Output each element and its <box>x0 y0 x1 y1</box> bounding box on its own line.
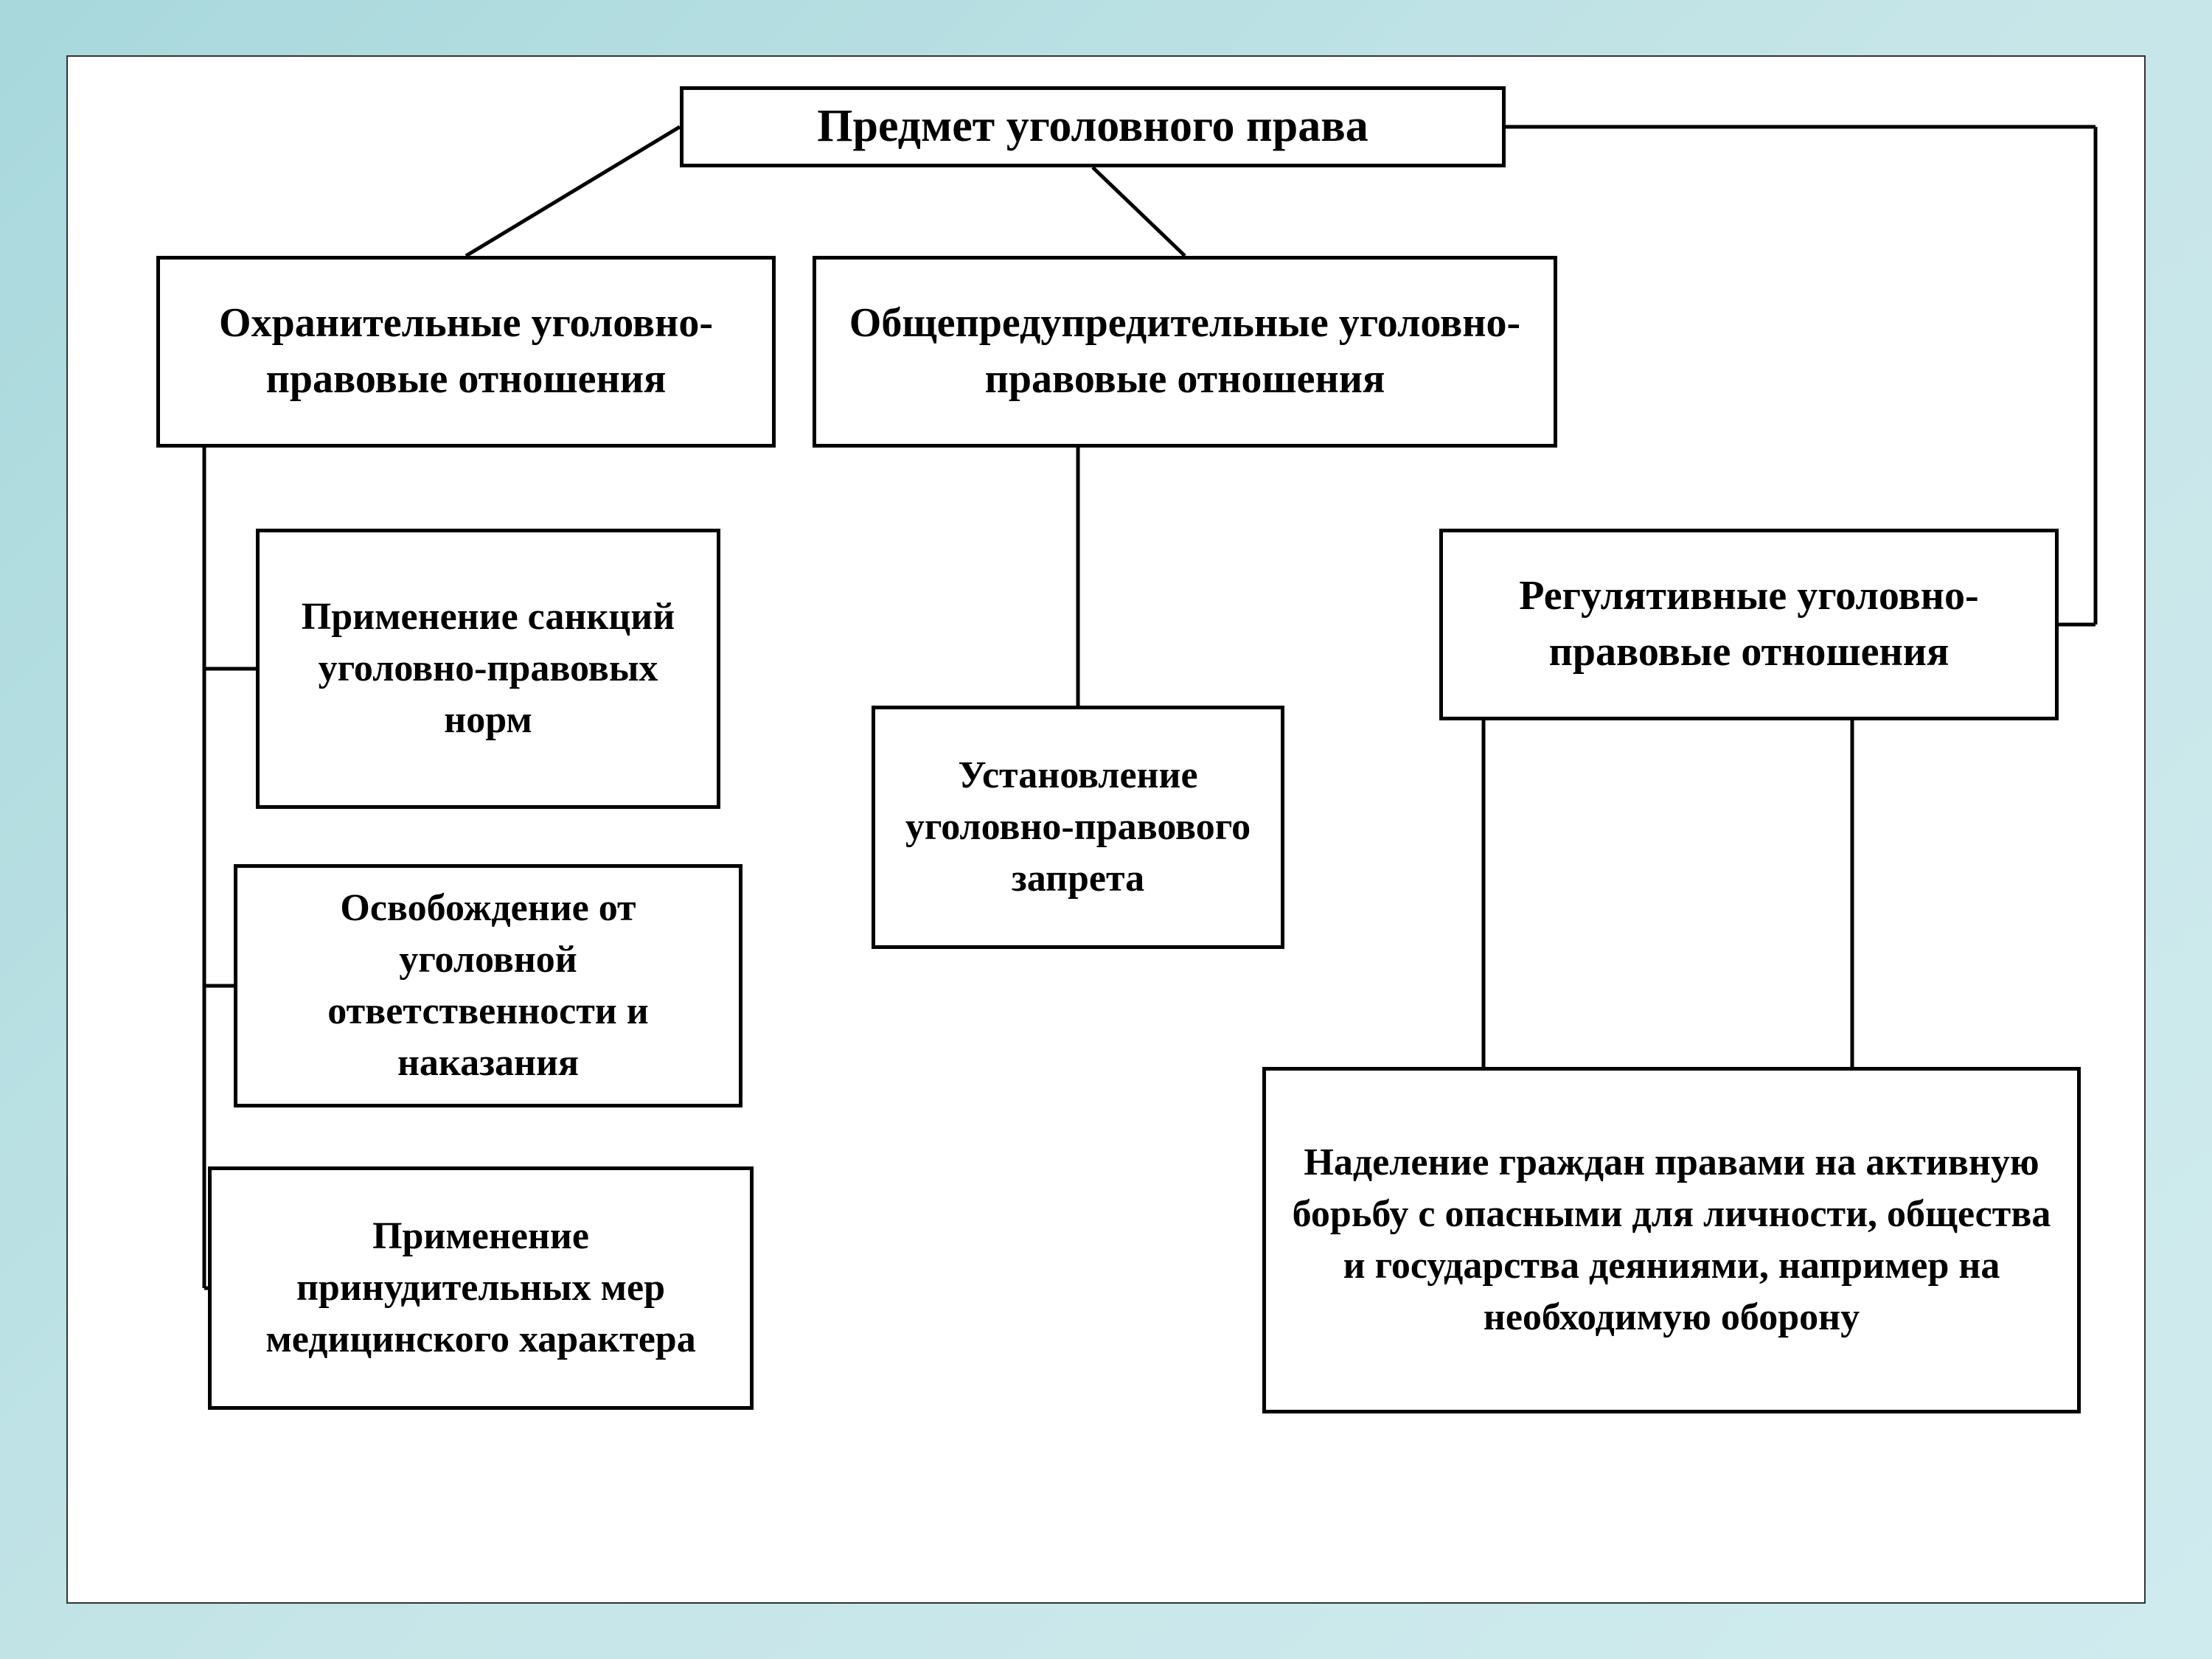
node-preventive: Общепредупредительные уголовно-правовые … <box>813 256 1557 448</box>
node-prohibition-label: Установление уголовно-правового запрета <box>896 750 1260 905</box>
node-sanctions: Применение санкций уголовно-правовых нор… <box>256 529 720 809</box>
node-medical: Применение принудительных мер медицинско… <box>208 1166 754 1410</box>
node-rights-label: Наделение граждан правами на активную бо… <box>1287 1137 2056 1344</box>
node-regulative-label: Регулятивные уголовно-правовые отношения <box>1464 568 2034 680</box>
node-root: Предмет уголовного права <box>680 86 1506 167</box>
node-regulative: Регулятивные уголовно-правовые отношения <box>1439 529 2059 720</box>
node-medical-label: Применение принудительных мер медицинско… <box>232 1211 729 1366</box>
node-preventive-label: Общепредупредительные уголовно-правовые … <box>837 296 1533 407</box>
node-sanctions-label: Применение санкций уголовно-правовых нор… <box>280 591 696 747</box>
diagram-sheet: Предмет уголовного права Охранительные у… <box>66 55 2146 1604</box>
node-release: Освобождение от уголовной ответственност… <box>234 864 742 1107</box>
node-protective: Охранительные уголовно-правовые отношени… <box>156 256 776 448</box>
node-prohibition: Установление уголовно-правового запрета <box>872 706 1284 949</box>
node-root-label: Предмет уголовного права <box>817 96 1368 158</box>
node-release-label: Освобождение от уголовной ответственност… <box>258 883 718 1090</box>
node-protective-label: Охранительные уголовно-правовые отношени… <box>181 296 751 407</box>
node-rights: Наделение граждан правами на активную бо… <box>1262 1067 2081 1413</box>
